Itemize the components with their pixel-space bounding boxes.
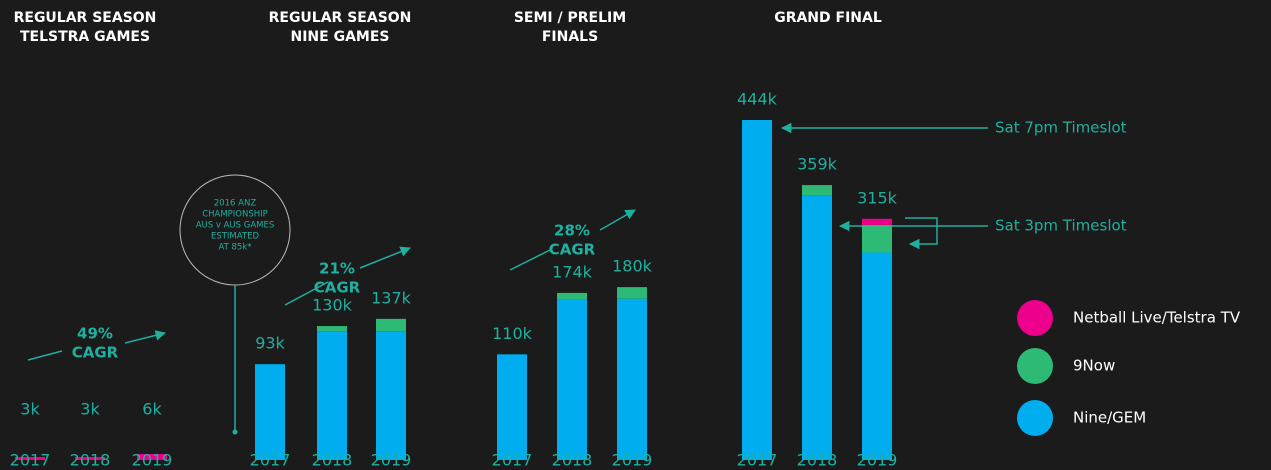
bar-segment bbox=[862, 224, 892, 253]
arrow-line bbox=[509, 249, 551, 271]
x-tick-label: 2017 bbox=[10, 451, 51, 470]
arrow bbox=[124, 330, 167, 344]
x-tick-label: 2018 bbox=[552, 451, 593, 470]
bar-segment bbox=[862, 218, 892, 225]
total-label: 137k bbox=[371, 288, 412, 307]
bar-segment bbox=[317, 326, 347, 332]
total-label: 6k bbox=[142, 400, 162, 419]
bar-segment bbox=[317, 331, 347, 460]
panel-title: GRAND FINAL bbox=[774, 10, 882, 26]
note-text: AUS v AUS GAMES bbox=[196, 221, 275, 231]
note-text: AT 85k* bbox=[218, 243, 251, 253]
cagr-label: CAGR bbox=[314, 279, 361, 297]
total-label: 3k bbox=[80, 400, 100, 419]
bar-segment bbox=[862, 252, 892, 460]
cagr-pct: 49% bbox=[77, 325, 113, 343]
total-label: 174k bbox=[552, 262, 593, 281]
legend-label: Nine/GEM bbox=[1073, 409, 1146, 427]
x-tick-label: 2017 bbox=[250, 451, 291, 470]
total-label: 3k bbox=[20, 400, 40, 419]
note-text: ESTIMATED bbox=[211, 232, 260, 242]
bar-segment bbox=[557, 292, 587, 300]
total-label: 315k bbox=[857, 188, 898, 207]
x-tick-label: 2017 bbox=[492, 451, 533, 470]
x-tick-label: 2017 bbox=[737, 451, 778, 470]
panel-title: REGULAR SEASON bbox=[14, 10, 157, 26]
cagr-pct: 21% bbox=[319, 260, 355, 278]
bar-segment bbox=[15, 457, 45, 460]
cagr-label: CAGR bbox=[72, 344, 119, 362]
total-label: 130k bbox=[312, 296, 353, 315]
x-tick-label: 2019 bbox=[857, 451, 898, 470]
arrow bbox=[359, 246, 411, 269]
bar-segment bbox=[617, 298, 647, 460]
bar-segment bbox=[376, 318, 406, 332]
cagr-label: CAGR bbox=[549, 241, 596, 259]
arrow-line bbox=[284, 281, 329, 306]
note-text: 2016 ANZ bbox=[214, 199, 257, 209]
panel-title: REGULAR SEASON bbox=[269, 10, 412, 26]
legend-swatch bbox=[1017, 400, 1053, 436]
x-tick-label: 2018 bbox=[70, 451, 111, 470]
bar-segment bbox=[557, 299, 587, 460]
legend-label: 9Now bbox=[1073, 357, 1115, 375]
total-label: 359k bbox=[797, 155, 838, 174]
note-text: CHAMPIONSHIP bbox=[202, 210, 268, 220]
x-tick-label: 2019 bbox=[612, 451, 653, 470]
bar-segment bbox=[376, 331, 406, 460]
bar-segment bbox=[802, 185, 832, 196]
panel-title: TELSTRA GAMES bbox=[20, 29, 150, 45]
total-label: 444k bbox=[737, 90, 778, 109]
arrow bbox=[599, 209, 636, 231]
panel-title: SEMI / PRELIM bbox=[514, 10, 626, 26]
arrow-line bbox=[27, 350, 63, 361]
timeslot-label: Sat 7pm Timeslot bbox=[995, 119, 1127, 137]
bar-segment bbox=[255, 364, 285, 460]
bar-segment bbox=[75, 457, 105, 460]
cagr-pct: 28% bbox=[554, 222, 590, 240]
note-dot bbox=[232, 429, 238, 435]
total-label: 180k bbox=[612, 257, 653, 276]
bar-segment bbox=[497, 354, 527, 460]
bar-segment bbox=[802, 195, 832, 461]
bracket bbox=[905, 217, 938, 250]
annotations bbox=[27, 122, 988, 435]
x-tick-label: 2018 bbox=[312, 451, 353, 470]
legend-label: Netball Live/Telstra TV bbox=[1073, 309, 1241, 327]
bar-segment bbox=[137, 454, 167, 460]
timeslot-label: Sat 3pm Timeslot bbox=[995, 217, 1127, 235]
x-tick-label: 2018 bbox=[797, 451, 838, 470]
panel-title: FINALS bbox=[542, 29, 598, 45]
bar-segment bbox=[742, 120, 772, 460]
total-label: 93k bbox=[255, 334, 285, 353]
legend-swatch bbox=[1017, 300, 1053, 336]
panel-title: NINE GAMES bbox=[291, 29, 390, 45]
bar-segment bbox=[617, 287, 647, 299]
total-label: 110k bbox=[492, 324, 533, 343]
legend-swatch bbox=[1017, 348, 1053, 384]
x-tick-label: 2019 bbox=[371, 451, 412, 470]
x-tick-label: 2019 bbox=[132, 451, 173, 470]
